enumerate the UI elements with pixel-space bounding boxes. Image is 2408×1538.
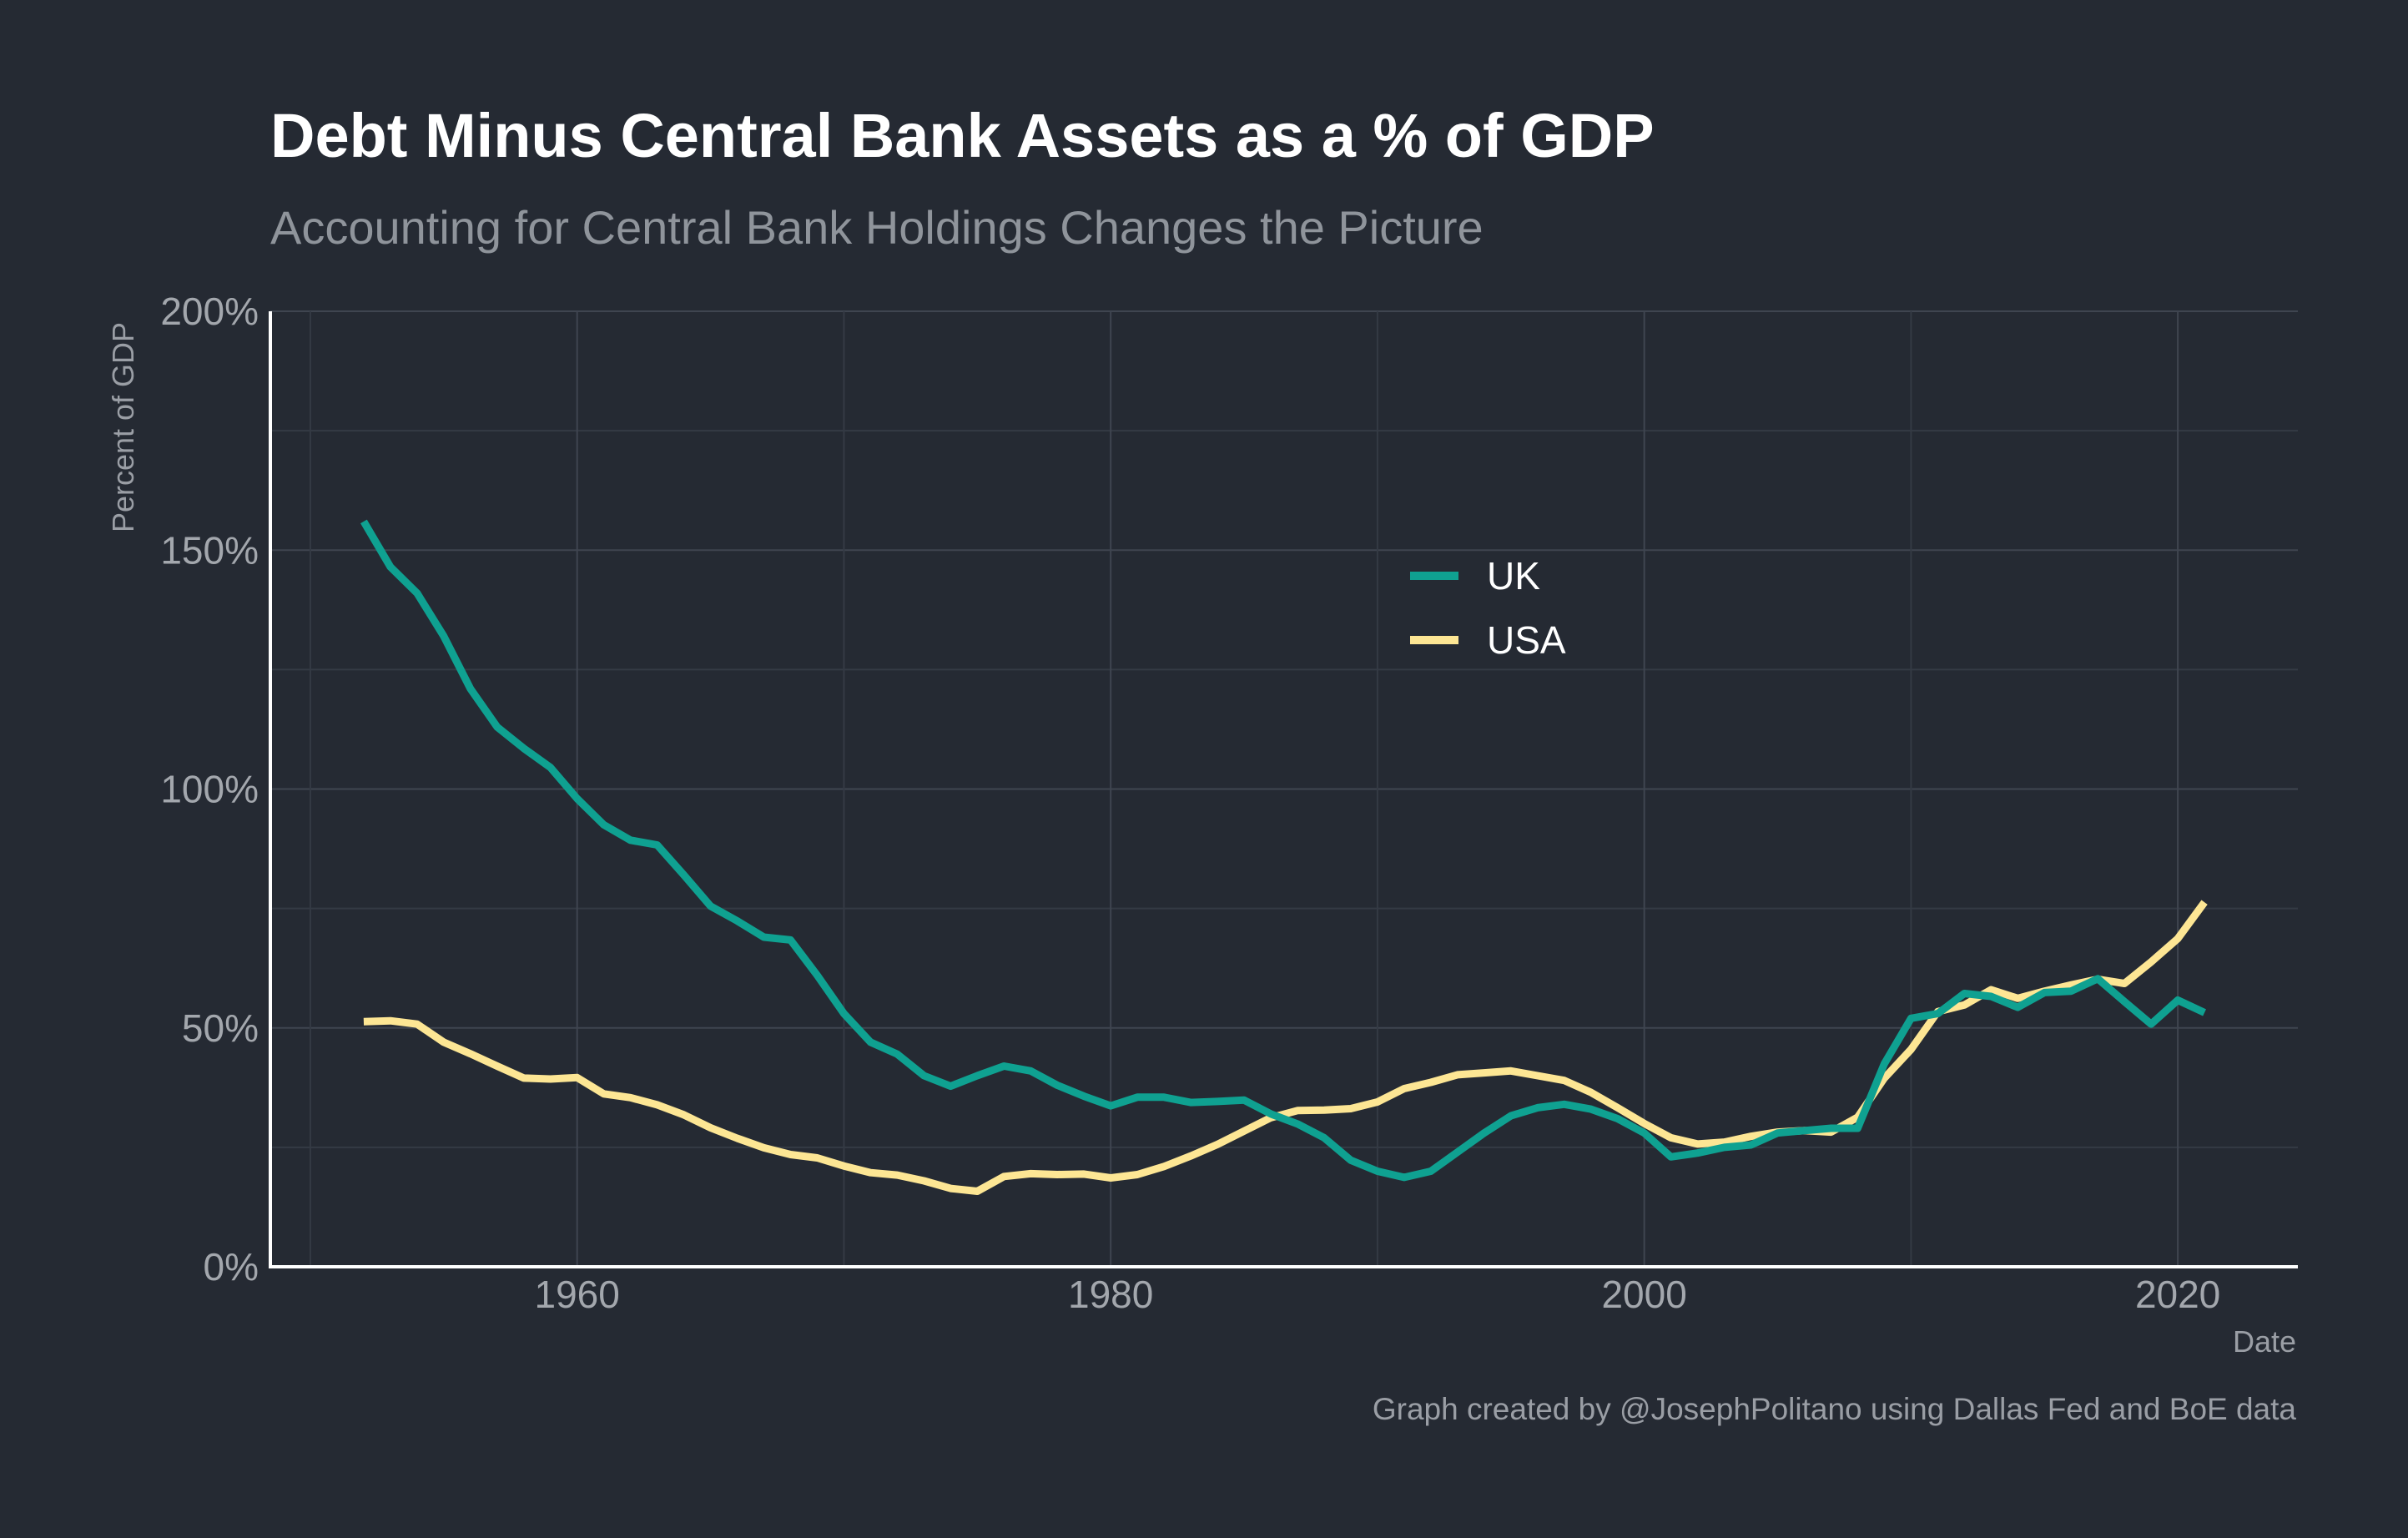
x-axis-title: Date (2233, 1324, 2296, 1359)
legend-label-uk: UK (1487, 554, 1540, 598)
series-line-uk (360, 519, 2206, 1182)
x-tick-labels: 1960 1980 2000 2020 (535, 1273, 2221, 1316)
x-tick-label: 1960 (535, 1273, 620, 1316)
y-tick-label: 150% (160, 528, 259, 572)
grid (270, 310, 2298, 1268)
series-line-usa (363, 900, 2208, 1195)
x-tick-label: 2000 (1601, 1273, 1686, 1316)
y-tick-label: 50% (182, 1006, 259, 1050)
y-tick-label: 0% (204, 1245, 259, 1288)
chart-subtitle: Accounting for Central Bank Holdings Cha… (270, 201, 1484, 254)
x-tick-label: 1980 (1068, 1273, 1153, 1316)
series-lines (360, 519, 2208, 1195)
chart-caption: Graph created by @JosephPolitano using D… (1373, 1392, 2297, 1426)
y-tick-label: 200% (160, 290, 259, 333)
legend: UK USA (1410, 554, 1566, 662)
y-tick-label: 100% (160, 768, 259, 811)
y-axis-title: Percent of GDP (106, 322, 140, 532)
y-tick-labels: 0% 50% 100% 150% 200% (160, 290, 259, 1288)
chart-title: Debt Minus Central Bank Assets as a % of… (270, 101, 1655, 170)
legend-label-usa: USA (1487, 618, 1566, 662)
x-tick-label: 2020 (2135, 1273, 2220, 1316)
